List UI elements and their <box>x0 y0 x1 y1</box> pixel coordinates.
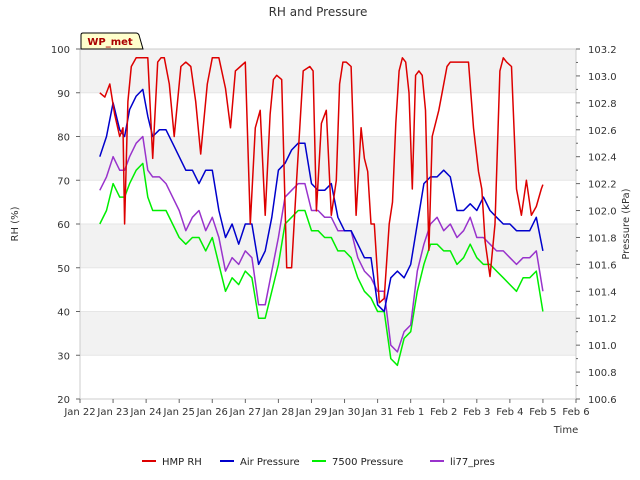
y-right-tick-label: 101.2 <box>588 314 617 325</box>
x-tick-label: Jan 23 <box>96 407 128 418</box>
y-right-tick-label: 102.0 <box>588 207 617 218</box>
y-axis-right-label: Pressure (kPa) <box>621 188 632 259</box>
y-left-tick-label: 30 <box>57 351 70 362</box>
y-right-tick-label: 103.0 <box>588 72 617 83</box>
station-badge: WP_met <box>80 32 144 50</box>
plot-band <box>80 311 576 356</box>
x-tick-label: Jan 24 <box>129 407 161 418</box>
y-right-tick-label: 100.6 <box>588 395 617 406</box>
y-left-tick-label: 20 <box>57 395 70 406</box>
x-tick-label: Jan 22 <box>63 407 95 418</box>
series-lines <box>99 57 544 367</box>
x-tick-label: Feb 2 <box>430 407 457 418</box>
y-right-tick-label: 102.8 <box>588 99 617 110</box>
y-left-tick-label: 100 <box>51 45 70 56</box>
y-left-tick-label: 70 <box>57 176 70 187</box>
x-tick-label: Jan 28 <box>262 407 294 418</box>
y-left-tick-label: 50 <box>57 264 70 275</box>
legend: HMP RH Air Pressure 7500 Pressure li77_pres <box>142 457 495 468</box>
x-tick-label: Feb 3 <box>463 407 490 418</box>
y-axis-left: 20 30 40 50 60 70 80 90 100 <box>51 45 80 406</box>
y-right-tick-label: 102.2 <box>588 180 617 191</box>
x-tick-label: Jan 26 <box>196 407 228 418</box>
x-tick-label: Jan 29 <box>295 407 327 418</box>
y-axis-right: 100.6 100.8 101.0 101.2 101.4 101.6 101.8 102.0… <box>576 45 617 406</box>
y-axis-left-label: RH (%) <box>10 206 21 241</box>
y-left-tick-label: 40 <box>57 308 70 319</box>
y-left-tick-label: 60 <box>57 220 70 231</box>
x-tick-label: Jan 30 <box>328 407 360 418</box>
plot-band <box>80 224 576 268</box>
x-tick-label: Jan 25 <box>163 407 195 418</box>
x-axis-label: Time <box>553 425 578 436</box>
badge-shape <box>80 32 144 50</box>
x-tick-label: Feb 1 <box>397 407 424 418</box>
series-line-7500-pressure <box>99 162 544 367</box>
y-right-tick-label: 101.4 <box>588 287 617 298</box>
legend-label-li77-pres: li77_pres <box>450 457 495 468</box>
plot-band <box>80 49 576 93</box>
y-left-tick-label: 80 <box>57 133 70 144</box>
x-tick-label: Feb 5 <box>529 407 556 418</box>
x-tick-label: Jan 31 <box>361 407 393 418</box>
x-axis: Jan 22 Jan 23 Jan 24 Jan 25 Jan 26 Jan 27 Jan … <box>63 399 590 418</box>
y-right-tick-label: 101.8 <box>588 233 617 244</box>
legend-label-7500-pressure: 7500 Pressure <box>332 457 403 468</box>
y-right-tick-label: 101.0 <box>588 341 617 352</box>
badge-label: WP_met <box>87 37 133 48</box>
chart-title: RH and Pressure <box>269 5 368 19</box>
x-tick-label: Feb 4 <box>496 407 523 418</box>
x-tick-label: Jan 27 <box>229 407 261 418</box>
series-line-li77-pres <box>99 135 544 353</box>
y-right-tick-label: 103.2 <box>588 45 617 56</box>
y-right-tick-label: 102.4 <box>588 153 617 164</box>
x-tick-label: Feb 6 <box>562 407 589 418</box>
legend-label-air-pressure: Air Pressure <box>240 457 300 468</box>
y-right-tick-label: 102.6 <box>588 126 617 137</box>
series-line-hmp-rh <box>99 57 544 304</box>
legend-label-hmp-rh: HMP RH <box>162 457 202 468</box>
y-right-tick-label: 100.8 <box>588 368 617 379</box>
y-right-tick-label: 101.6 <box>588 260 617 271</box>
y-left-tick-label: 90 <box>57 89 70 100</box>
